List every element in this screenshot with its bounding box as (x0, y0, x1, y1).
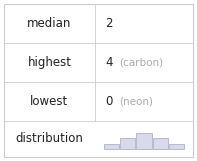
Bar (137, 133, 151, 149)
Text: 4: 4 (105, 56, 112, 69)
Text: (carbon): (carbon) (119, 57, 163, 67)
Text: lowest: lowest (30, 95, 69, 108)
Text: median: median (27, 17, 72, 30)
Bar (169, 144, 184, 149)
Bar (120, 138, 135, 149)
Text: highest: highest (28, 56, 72, 69)
Text: 2: 2 (105, 17, 112, 30)
Bar (104, 144, 119, 149)
Text: 0: 0 (105, 95, 112, 108)
Text: (neon): (neon) (119, 96, 153, 106)
Text: distribution: distribution (16, 133, 84, 146)
Bar (153, 138, 168, 149)
